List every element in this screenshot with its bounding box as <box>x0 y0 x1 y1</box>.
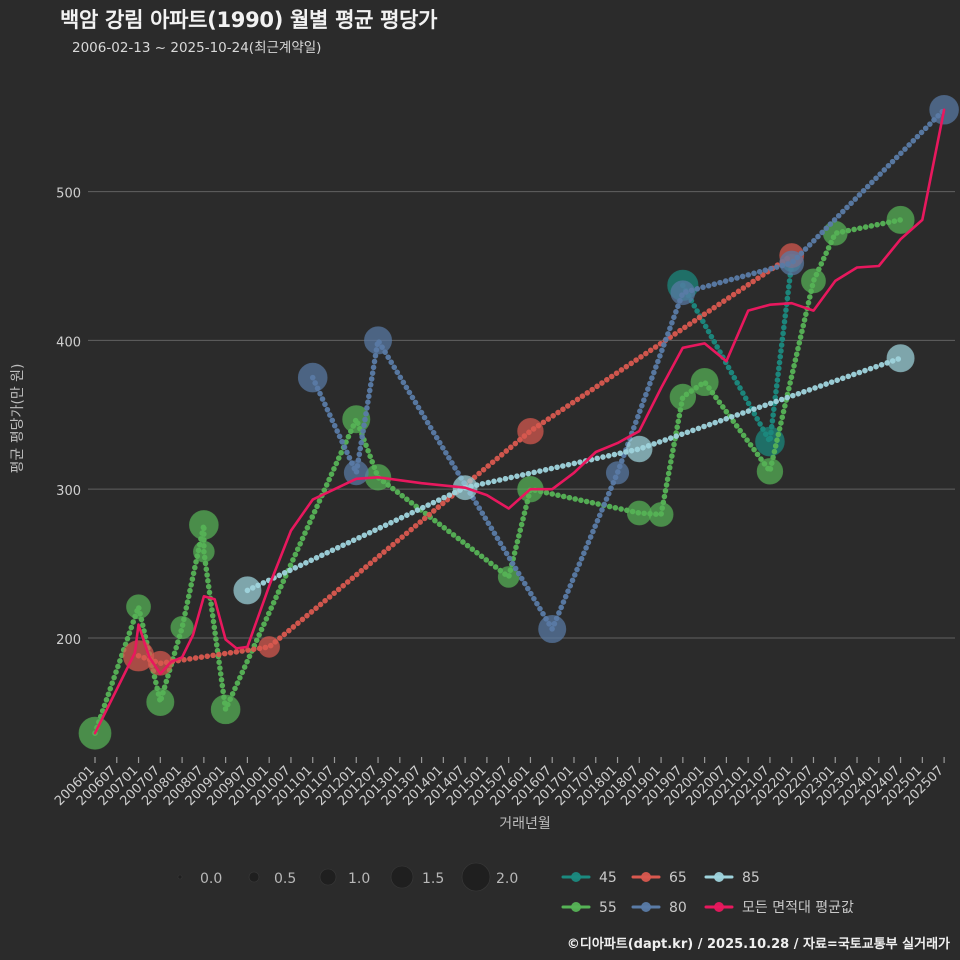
data-point[interactable] <box>146 687 175 716</box>
y-tick-label: 300 <box>56 484 81 499</box>
x-axis-title: 거래년월 <box>499 816 551 832</box>
size-legend-label: 2.0 <box>496 871 518 887</box>
legend-marker <box>571 902 581 912</box>
data-point[interactable] <box>517 417 544 445</box>
data-point[interactable] <box>626 435 653 463</box>
data-point[interactable] <box>822 220 848 246</box>
data-point[interactable] <box>538 615 567 644</box>
data-point[interactable] <box>193 540 215 563</box>
data-point[interactable] <box>756 458 784 485</box>
data-point[interactable] <box>189 510 219 540</box>
size-legend-marker <box>177 874 183 880</box>
data-point[interactable] <box>210 694 241 725</box>
legend-marker <box>714 872 724 882</box>
data-point[interactable] <box>233 576 262 605</box>
size-legend-label: 0.0 <box>200 871 222 887</box>
data-point[interactable] <box>258 636 280 658</box>
data-point[interactable] <box>364 326 393 355</box>
series-line-avg <box>93 108 946 735</box>
data-point[interactable] <box>690 368 719 397</box>
y-tick-label: 400 <box>56 335 81 350</box>
legend-marker <box>641 902 651 912</box>
page-title: 백암 강림 아파트(1990) 월별 평균 평당가 <box>60 8 438 32</box>
legend-marker <box>571 872 581 882</box>
data-point[interactable] <box>147 650 173 676</box>
data-point[interactable] <box>297 362 328 393</box>
data-point[interactable] <box>886 344 915 373</box>
legend-marker <box>714 902 724 912</box>
series-line <box>309 107 947 636</box>
data-point[interactable] <box>343 460 369 486</box>
data-point[interactable] <box>648 502 674 527</box>
legend-label: 80 <box>669 900 687 916</box>
size-legend-marker <box>319 868 337 886</box>
legend-marker <box>641 872 651 882</box>
data-point[interactable] <box>626 500 652 526</box>
size-legend-marker <box>390 865 414 889</box>
data-point[interactable] <box>779 250 805 276</box>
data-point[interactable] <box>670 280 696 306</box>
size-legend-marker <box>461 862 491 892</box>
size-legend-label: 1.0 <box>348 871 370 887</box>
legend-label: 모든 면적대 평균값 <box>742 900 854 916</box>
y-axis-title: 평균 평당가(만 원) <box>10 364 26 474</box>
series-line <box>244 355 904 594</box>
legend-label: 65 <box>669 870 687 886</box>
data-point[interactable] <box>801 268 826 294</box>
size-legend-label: 1.5 <box>422 871 444 887</box>
y-tick-label: 200 <box>56 633 81 648</box>
data-point[interactable] <box>669 383 697 411</box>
footer-credit: ©디아파트(dapt.kr) / 2025.10.28 / 자료=국토교통부 실… <box>566 937 950 952</box>
data-point[interactable] <box>497 566 520 588</box>
series-line <box>135 252 795 667</box>
y-tick-label: 500 <box>56 187 81 202</box>
data-point[interactable] <box>886 205 915 234</box>
data-point[interactable] <box>126 594 151 620</box>
data-point[interactable] <box>605 461 630 485</box>
chart-subtitle: 2006-02-13 ~ 2025-10-24(최근계약일) <box>72 40 322 56</box>
legend-label: 55 <box>599 900 617 916</box>
legend-label: 45 <box>599 870 617 886</box>
data-point[interactable] <box>170 615 194 640</box>
size-legend-label: 0.5 <box>274 871 296 887</box>
legend-label: 85 <box>742 870 760 886</box>
size-legend-marker <box>248 871 260 883</box>
